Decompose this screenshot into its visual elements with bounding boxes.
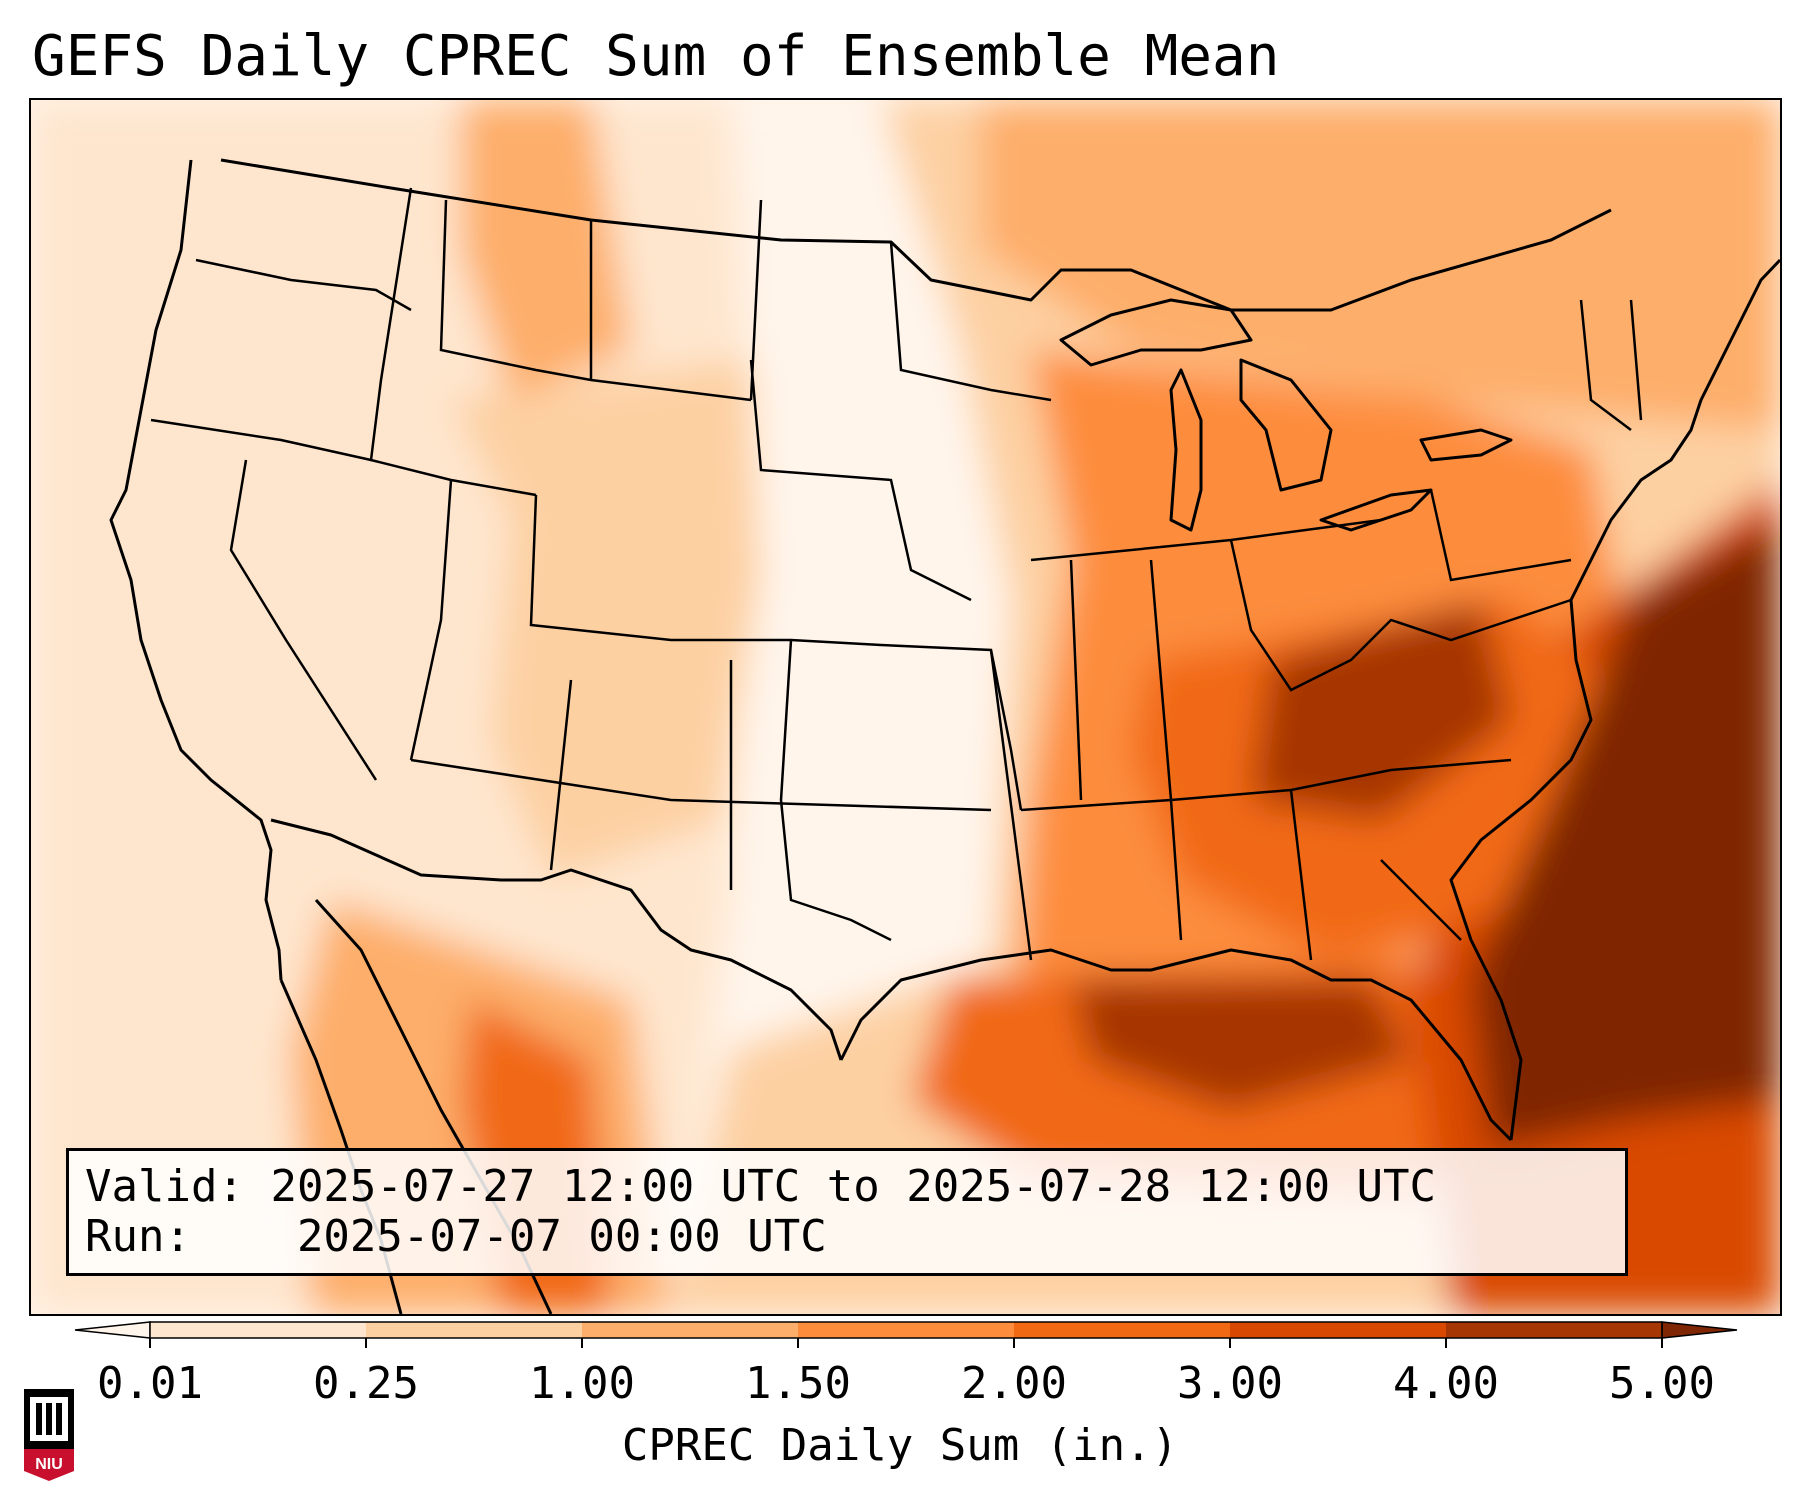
precip-gulf-core — [1071, 980, 1411, 1110]
us-canada-border — [220, 158, 1612, 312]
gulf-coast — [839, 948, 1513, 1142]
political-boundaries — [109, 158, 1780, 1314]
colorbar-tick-label: 5.00 — [1609, 1358, 1715, 1409]
us-west-coast — [109, 159, 283, 981]
run-line: Run: 2025-07-07 00:00 UTC — [85, 1211, 827, 1262]
colorbar-segment — [798, 1322, 1014, 1338]
colorbar-segments — [74, 1321, 1738, 1339]
niu-logo: NIU — [24, 1389, 74, 1481]
colorbar-tick-label: 0.01 — [97, 1358, 203, 1409]
valid-value: 2025-07-27 12:00 UTC to 2025-07-28 12:00… — [270, 1161, 1437, 1212]
precip-rockies — [451, 360, 761, 880]
valid-time-box: Valid: 2025-07-27 12:00 UTC to 2025-07-2… — [66, 1148, 1628, 1276]
run-value: 2025-07-07 00:00 UTC — [296, 1211, 827, 1262]
colorbar-tick-label: 1.00 — [529, 1358, 635, 1409]
lake-erie — [1319, 488, 1433, 532]
colorbar-tick-label: 0.25 — [313, 1358, 419, 1409]
lake-michigan — [1169, 368, 1203, 532]
colorbar-over-arrow — [1661, 1321, 1738, 1339]
precip-canada — [981, 100, 1780, 430]
atlantic-coast — [1449, 258, 1780, 1141]
map-title: GEFS Daily CPREC Sum of Ensemble Mean — [32, 24, 1280, 89]
lake-superior — [1059, 298, 1253, 367]
colorbar-label: CPREC Daily Sum (in.) — [621, 1420, 1179, 1471]
lake-huron — [1239, 358, 1333, 492]
colorbar-tick-label: 3.00 — [1177, 1358, 1283, 1409]
us-mexico-border — [270, 818, 843, 1061]
precip-north-plains — [461, 100, 631, 400]
colorbar-tick-label: 4.00 — [1393, 1358, 1499, 1409]
colorbar-under-arrow — [74, 1321, 151, 1339]
precip-atlantic-core — [1471, 520, 1780, 1150]
colorbar-segment — [366, 1322, 582, 1338]
colorbar-segment — [1014, 1322, 1230, 1338]
state-borders — [150, 187, 1643, 961]
colorbar-tick-label: 1.50 — [745, 1358, 851, 1409]
map-canvas — [31, 100, 1780, 1314]
colorbar-segment — [1446, 1322, 1662, 1338]
colorbar-segment — [150, 1322, 366, 1338]
colorbar-outline — [149, 1321, 1663, 1339]
niu-logo-text: NIU — [35, 1456, 63, 1473]
lake-ontario — [1419, 428, 1513, 462]
colorbar-segment — [582, 1322, 798, 1338]
colorbar — [74, 1321, 1738, 1348]
valid-label: Valid: — [85, 1161, 244, 1212]
colorbar-tick-label: 2.00 — [961, 1358, 1067, 1409]
precipitation-map — [29, 98, 1782, 1316]
valid-line: Valid: 2025-07-27 12:00 UTC to 2025-07-2… — [85, 1161, 1436, 1212]
run-label: Run: — [85, 1211, 191, 1262]
precip-field — [31, 100, 1780, 1314]
colorbar-segment — [1230, 1322, 1446, 1338]
colorbar-ticks — [149, 1338, 1663, 1348]
